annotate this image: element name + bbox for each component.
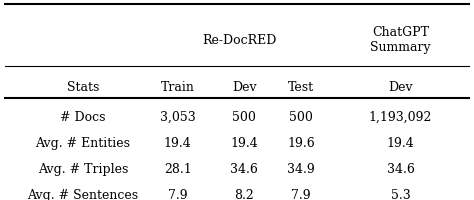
Text: 500: 500 (289, 111, 313, 123)
Text: # Docs: # Docs (60, 111, 106, 123)
Text: Dev: Dev (388, 81, 413, 93)
Text: 500: 500 (232, 111, 256, 123)
Text: 19.4: 19.4 (164, 137, 191, 149)
Text: 8.2: 8.2 (234, 189, 254, 200)
Text: Avg. # Entities: Avg. # Entities (36, 137, 130, 149)
Text: Re-DocRED: Re-DocRED (202, 34, 276, 46)
Text: Avg. # Triples: Avg. # Triples (38, 163, 128, 175)
Text: Dev: Dev (232, 81, 256, 93)
Text: 19.4: 19.4 (230, 137, 258, 149)
Text: Avg. # Sentences: Avg. # Sentences (27, 189, 138, 200)
Text: 34.6: 34.6 (230, 163, 258, 175)
Text: 7.9: 7.9 (168, 189, 188, 200)
Text: 3,053: 3,053 (160, 111, 196, 123)
Text: ChatGPT
Summary: ChatGPT Summary (370, 26, 431, 54)
Text: 19.4: 19.4 (387, 137, 414, 149)
Text: Stats: Stats (67, 81, 99, 93)
Text: 19.6: 19.6 (287, 137, 315, 149)
Text: 34.6: 34.6 (387, 163, 414, 175)
Text: 1,193,092: 1,193,092 (369, 111, 432, 123)
Text: 28.1: 28.1 (164, 163, 191, 175)
Text: 5.3: 5.3 (391, 189, 410, 200)
Text: Train: Train (161, 81, 195, 93)
Text: 34.9: 34.9 (287, 163, 315, 175)
Text: Test: Test (288, 81, 314, 93)
Text: 7.9: 7.9 (291, 189, 311, 200)
